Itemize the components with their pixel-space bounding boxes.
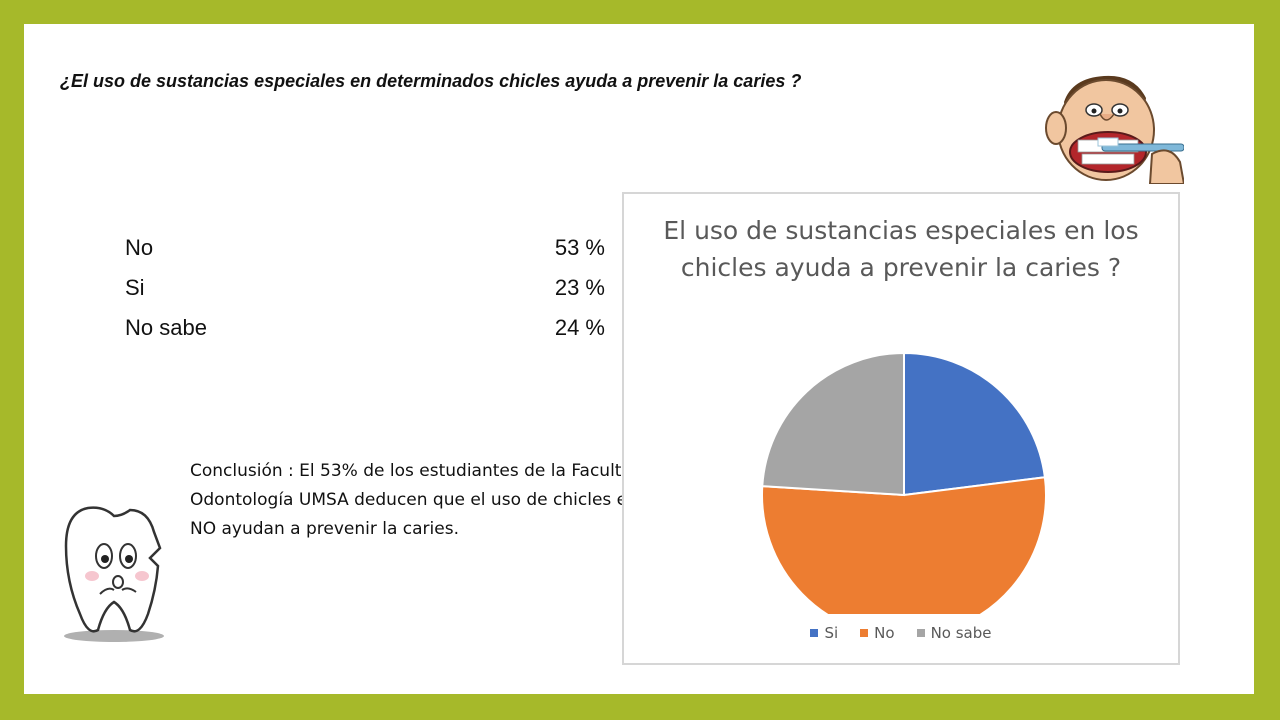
result-label: No [125, 235, 154, 260]
result-row: Si 23 % [125, 268, 605, 308]
pie-slice-si [903, 351, 1046, 497]
legend-label: Si [824, 624, 839, 642]
tooth-illustration [64, 506, 164, 642]
legend-label: No [874, 624, 895, 642]
legend-item: Si [810, 624, 838, 642]
result-label: No sabe [125, 315, 207, 340]
legend-item: No sabe [916, 624, 992, 642]
result-row: No sabe 24 % [125, 308, 605, 348]
legend-item: No [860, 624, 895, 642]
result-row: No 53 % [125, 228, 605, 268]
pie-slice-no [761, 476, 1047, 614]
pie-slice-no-sabe [761, 351, 905, 497]
result-value: 53 % [554, 235, 605, 260]
question-heading: ¿El uso de sustancias especiales en dete… [60, 71, 802, 91]
result-value: 23 % [554, 275, 605, 300]
chart-title: El uso de sustancias especiales en los c… [663, 216, 1139, 282]
legend-label: No sabe [930, 624, 992, 642]
legend-swatch [810, 629, 819, 637]
pie-chart [761, 351, 1047, 614]
legend-swatch [916, 629, 925, 637]
chart-legend: Si No No sabe [624, 624, 1178, 642]
result-value: 24 % [554, 315, 605, 340]
man-brushing-teeth-illustration [1045, 75, 1184, 184]
slide: ¿El uso de sustancias especiales en dete… [24, 24, 1254, 694]
legend-swatch [860, 629, 869, 637]
conclusion-text: Conclusión : El 53% de los estudiantes d… [190, 461, 706, 539]
results-list: No 53 % Si 23 % No sabe 24 % [125, 228, 605, 348]
pie-chart-panel: El uso de sustancias especiales en los c… [622, 192, 1180, 665]
result-label: Si [125, 275, 145, 300]
